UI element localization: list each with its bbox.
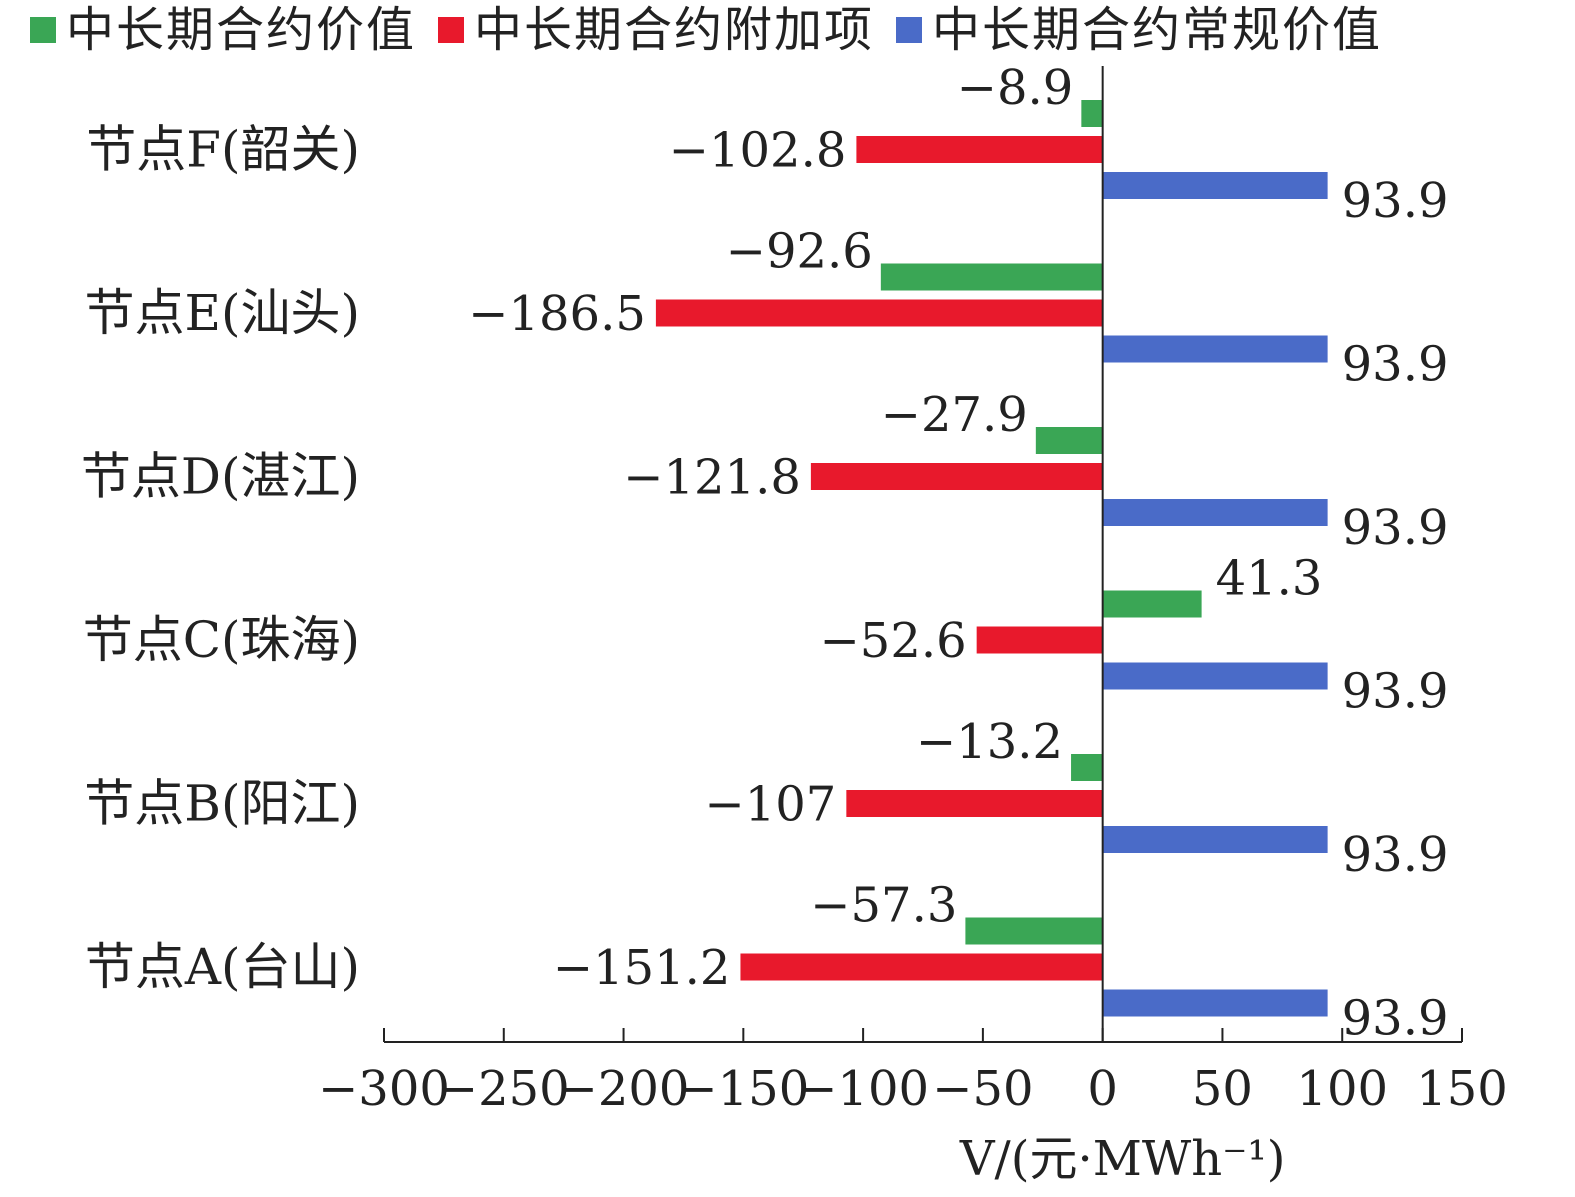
x-axis-title: V/(元·MWh⁻¹)	[959, 1131, 1286, 1187]
x-tick-label: 50	[1192, 1061, 1253, 1117]
legend-item-value: 中长期合约价值	[30, 2, 416, 58]
x-tick-label: −200	[558, 1061, 690, 1117]
bar-regular	[1102, 826, 1328, 853]
x-tick-label: −150	[677, 1061, 809, 1117]
legend-swatch-blue	[896, 17, 923, 43]
data-label: −151.2	[553, 940, 731, 996]
legend-item-surcharge: 中长期合约附加项	[438, 2, 874, 58]
data-label: −52.6	[820, 613, 967, 669]
bar-value	[880, 263, 1103, 291]
bar-surcharge	[976, 626, 1103, 654]
data-label: −186.5	[468, 286, 646, 342]
bar-surcharge	[846, 790, 1103, 817]
bar-regular	[1102, 662, 1328, 690]
data-label: −102.8	[669, 123, 847, 179]
data-label: 93.9	[1342, 173, 1449, 229]
x-tick-label: −50	[932, 1061, 1033, 1117]
bar-value	[1035, 427, 1103, 454]
legend-swatch-green	[30, 17, 56, 43]
legend-label-value: 中长期合约价值	[66, 2, 417, 58]
x-tick-label: −100	[797, 1061, 929, 1117]
bar-surcharge	[810, 463, 1103, 490]
data-label: −27.9	[881, 387, 1028, 443]
data-label: 93.9	[1342, 664, 1449, 720]
bar-regular	[1102, 335, 1328, 363]
legend: 中长期合约价值 中长期合约附加项 中长期合约常规价值	[30, 2, 1396, 58]
data-label: 93.9	[1342, 991, 1449, 1047]
legend-label-regular: 中长期合约常规价值	[932, 2, 1383, 58]
bar-value	[1081, 100, 1103, 127]
category-label: 节点D(湛江)	[81, 448, 360, 506]
x-tick-label: 100	[1296, 1061, 1388, 1117]
x-tick-label: −250	[438, 1061, 570, 1117]
category-label: 节点E(汕头)	[84, 284, 360, 342]
legend-label-surcharge: 中长期合约附加项	[474, 2, 875, 58]
bar-surcharge	[740, 953, 1103, 981]
data-label: −8.9	[957, 60, 1074, 116]
x-tick-label: 0	[1087, 1061, 1118, 1117]
bar-regular	[1102, 989, 1328, 1017]
data-label: 93.9	[1342, 500, 1449, 556]
data-label: −57.3	[810, 878, 957, 934]
data-label: 93.9	[1342, 337, 1449, 393]
data-label: −92.6	[726, 224, 873, 280]
bar-regular	[1102, 499, 1328, 526]
legend-item-regular: 中长期合约常规价值	[896, 2, 1382, 58]
category-label: 节点C(珠海)	[83, 611, 360, 669]
data-label: −13.2	[916, 714, 1063, 770]
data-label: 41.3	[1216, 551, 1323, 607]
category-label: 节点F(韶关)	[86, 121, 360, 179]
bar-surcharge	[655, 299, 1103, 327]
legend-swatch-red	[438, 17, 465, 43]
bar-value	[1071, 754, 1103, 781]
data-label: −107	[704, 777, 836, 833]
x-tick-label: 150	[1416, 1061, 1508, 1117]
bar-value	[1102, 590, 1202, 618]
bar-surcharge	[856, 136, 1103, 163]
category-label: 节点B(阳江)	[84, 775, 360, 833]
bar-value	[965, 917, 1103, 945]
category-label: 节点A(台山)	[85, 938, 360, 996]
x-tick-label: −300	[318, 1061, 450, 1117]
data-label: 93.9	[1342, 827, 1449, 883]
bar-regular	[1102, 172, 1328, 199]
data-label: −121.8	[623, 450, 801, 506]
